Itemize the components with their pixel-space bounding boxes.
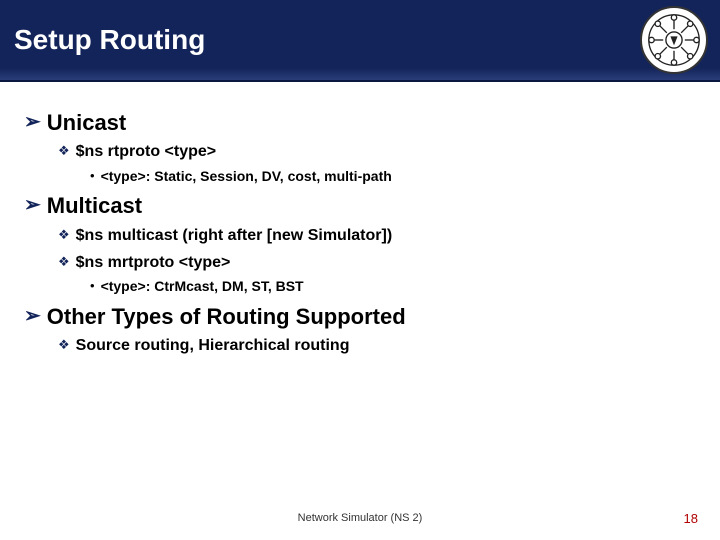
arrow-icon: ➢ (24, 304, 41, 328)
bullet-l2-label: $ns mrtproto <type> (76, 253, 231, 274)
slide-content: ➢ Unicast ❖ $ns rtproto <type> • <type>:… (0, 82, 720, 357)
bullet-l2-label: $ns rtproto <type> (76, 142, 216, 163)
bullet-l1-label: Other Types of Routing Supported (47, 304, 406, 330)
arrow-icon: ➢ (24, 193, 41, 217)
bullet-l3: • <type>: CtrMcast, DM, ST, BST (90, 277, 696, 295)
bullet-l1: ➢ Other Types of Routing Supported (24, 304, 696, 330)
diamond-icon: ❖ (58, 336, 70, 354)
dot-icon: • (90, 277, 95, 295)
page-number: 18 (684, 511, 698, 526)
slide-title: Setup Routing (14, 24, 205, 56)
bullet-l2: ❖ Source routing, Hierarchical routing (58, 336, 696, 357)
bullet-l1: ➢ Unicast (24, 110, 696, 136)
bullet-l2: ❖ $ns multicast (right after [new Simula… (58, 226, 696, 247)
bullet-l2-label: $ns multicast (right after [new Simulato… (76, 226, 392, 247)
diamond-icon: ❖ (58, 226, 70, 244)
slide-header: Setup Routing (0, 0, 720, 82)
bullet-l3: • <type>: Static, Session, DV, cost, mul… (90, 167, 696, 185)
bullet-l3-label: <type>: CtrMcast, DM, ST, BST (101, 277, 304, 295)
dot-icon: • (90, 167, 95, 185)
arrow-icon: ➢ (24, 110, 41, 134)
bullet-l2: ❖ $ns mrtproto <type> (58, 253, 696, 274)
bullet-l2: ❖ $ns rtproto <type> (58, 142, 696, 163)
footer-text: Network Simulator (NS 2) (0, 512, 720, 524)
diamond-icon: ❖ (58, 253, 70, 271)
bullet-l1-label: Multicast (47, 193, 142, 219)
bullet-l3-label: <type>: Static, Session, DV, cost, multi… (101, 167, 392, 185)
bullet-l1: ➢ Multicast (24, 193, 696, 219)
diamond-icon: ❖ (58, 142, 70, 160)
bullet-l1-label: Unicast (47, 110, 126, 136)
bullet-l2-label: Source routing, Hierarchical routing (76, 336, 350, 357)
institute-logo (640, 6, 708, 74)
